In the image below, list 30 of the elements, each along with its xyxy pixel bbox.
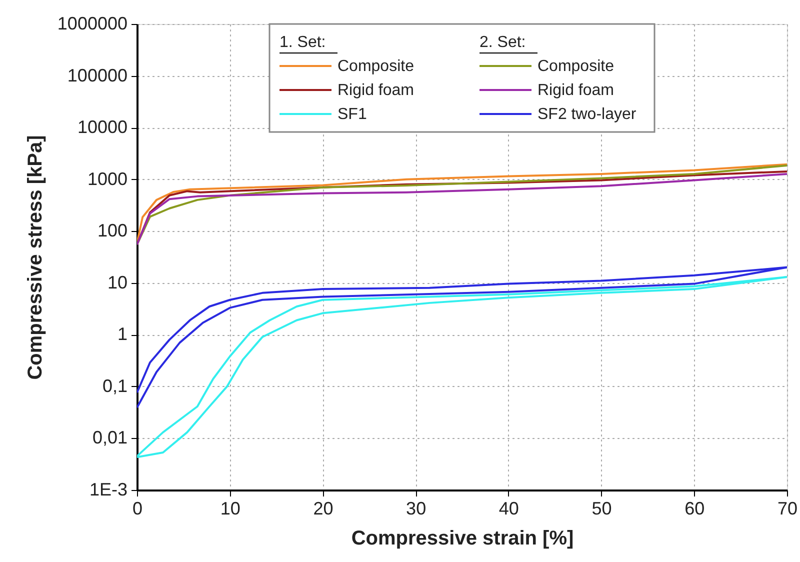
line-series <box>137 266 787 409</box>
x-tick-label: 40 <box>498 498 519 518</box>
y-tick-label: 10 <box>107 272 128 292</box>
y-tick-label: 100 <box>97 220 128 241</box>
annotation: 1. Set: <box>280 34 326 51</box>
legend-label: Composite <box>538 58 614 75</box>
y-tick-label: 0,1 <box>102 376 128 396</box>
x-tick-label: 60 <box>684 498 705 518</box>
y-tick-label: 10000 <box>77 117 128 138</box>
y-tick-label: 1000 <box>87 168 128 189</box>
x-tick-label: 70 <box>777 498 798 518</box>
x-tick-label: 0 <box>132 498 143 518</box>
annotation: 2. Set: <box>480 34 526 51</box>
y-axis-title: Compressive stress [kPa] <box>24 135 46 380</box>
y-tick-label: 100000 <box>67 65 128 86</box>
y-tick-label: 1E-3 <box>89 480 128 500</box>
x-tick-label: 20 <box>313 498 334 518</box>
y-tick-label: 1 <box>117 324 128 344</box>
legend-label: Composite <box>338 58 414 75</box>
x-tick-label: 10 <box>220 498 240 518</box>
x-tick-label: 30 <box>406 498 426 518</box>
legend-label: SF2 two-layer <box>538 106 637 123</box>
y-tick-label: 0,01 <box>92 428 128 448</box>
legend-label: Rigid foam <box>538 82 614 99</box>
x-axis-title: Compressive strain [%] <box>351 528 574 550</box>
y-tick-label: 1000000 <box>57 14 128 34</box>
x-tick-label: 50 <box>592 498 612 518</box>
line-series <box>137 276 787 458</box>
legend-label: SF1 <box>338 106 367 123</box>
legend-label: Rigid foam <box>338 82 414 99</box>
